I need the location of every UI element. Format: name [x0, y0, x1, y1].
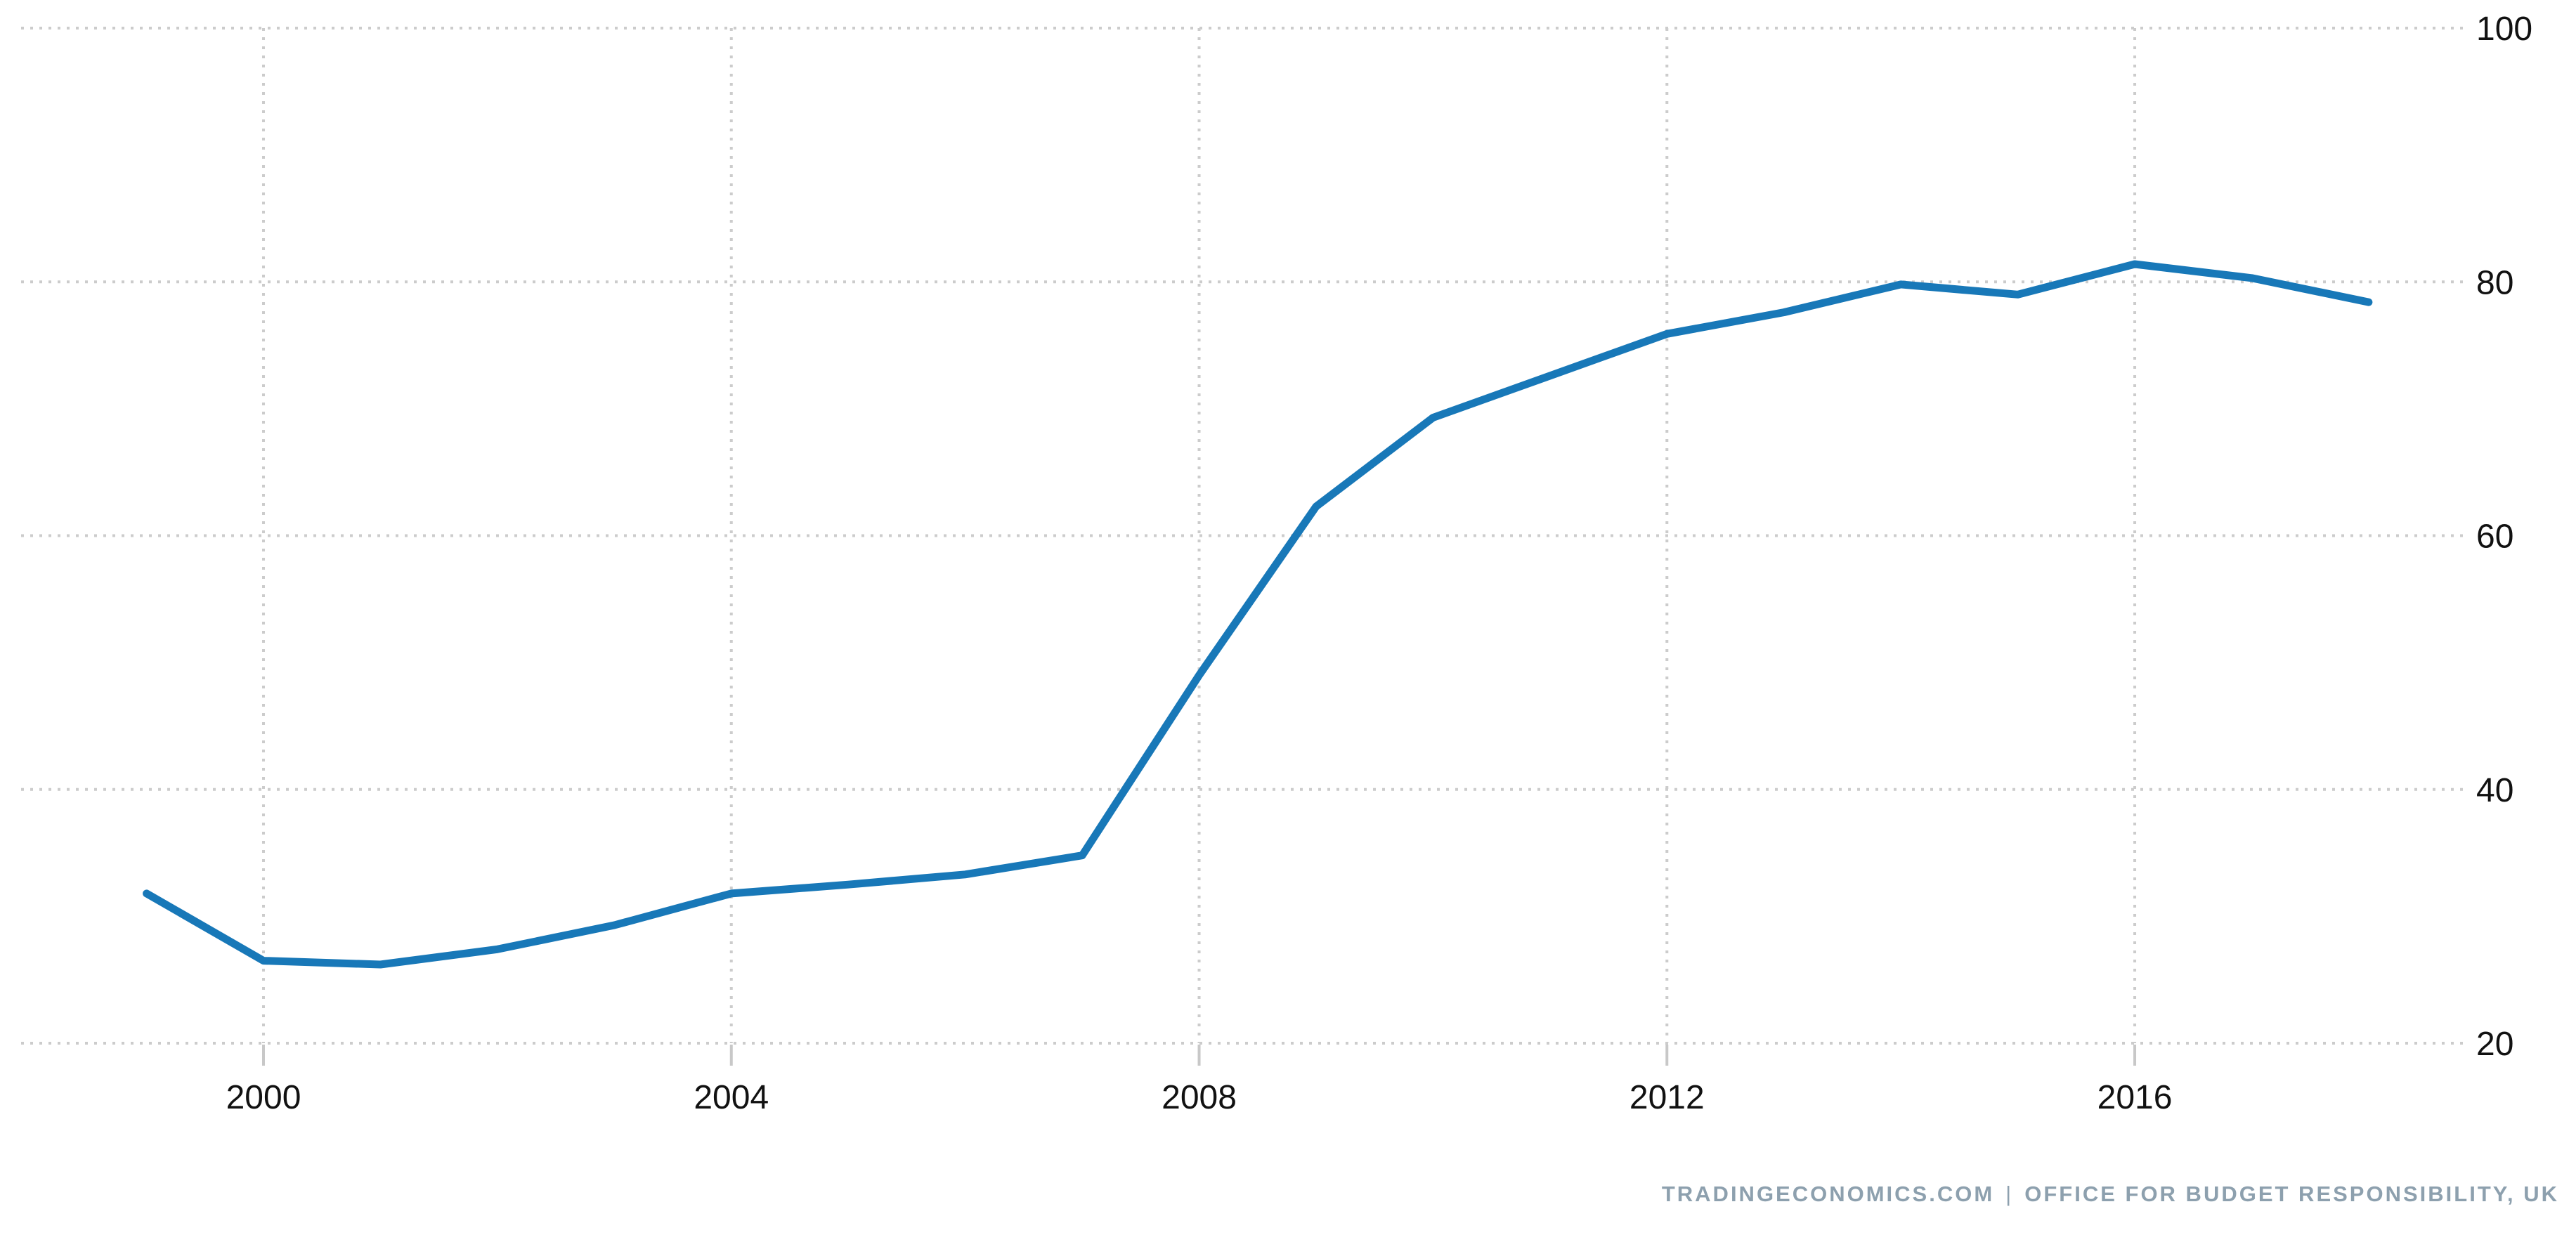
y-tick-label-60: 60 — [2476, 518, 2513, 556]
y-tick-label-80: 80 — [2476, 264, 2513, 301]
source-tradingeconomics: TRADINGECONOMICS.COM — [1661, 1182, 1995, 1206]
source-separator: | — [2005, 1182, 2014, 1206]
x-tick-label-2012: 2012 — [1629, 1079, 1705, 1116]
series-layer — [143, 260, 2373, 969]
y-tick-label-100: 100 — [2476, 11, 2532, 48]
x-tick-label-2004: 2004 — [694, 1079, 769, 1116]
source-provider: OFFICE FOR BUDGET RESPONSIBILITY, UK — [2024, 1182, 2559, 1206]
grid-layer — [21, 27, 2463, 1066]
chart-attribution: TRADINGECONOMICS.COM | OFFICE FOR BUDGET R… — [1662, 1182, 2559, 1207]
y-tick-label-20: 20 — [2476, 1026, 2513, 1063]
x-tick-label-2008: 2008 — [1162, 1079, 1237, 1116]
x-tick-label-2000: 2000 — [226, 1079, 301, 1116]
y-tick-label-40: 40 — [2476, 772, 2513, 809]
debt-to-gdp-line — [143, 260, 2373, 969]
axis-label-layer: 20 40 60 80 100 2000 2004 2008 2012 2016 — [226, 11, 2532, 1116]
x-tick-label-2016: 2016 — [2097, 1079, 2173, 1116]
